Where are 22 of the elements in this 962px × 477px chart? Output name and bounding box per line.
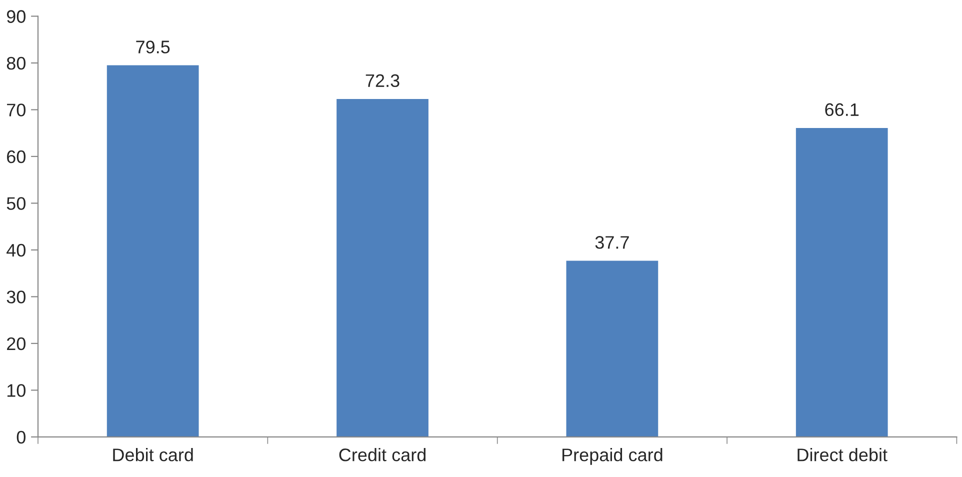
y-tick-label: 0 (16, 430, 26, 444)
bar (796, 128, 888, 437)
x-tick-label: Credit card (339, 448, 426, 462)
data-label: 79.5 (136, 40, 170, 54)
x-tick-label: Direct debit (798, 448, 888, 462)
x-tick-label: Debit card (113, 448, 193, 462)
y-tick-label: 70 (7, 104, 26, 116)
y-tick-label: 30 (6, 290, 26, 304)
y-tick-label: 50 (6, 197, 26, 210)
y-tick-label: 40 (6, 244, 26, 257)
bar (566, 260, 658, 437)
bar (106, 65, 199, 437)
bar (336, 98, 428, 437)
data-label: 72.3 (366, 74, 400, 88)
y-tick-label: 10 (7, 384, 26, 397)
y-tick-label: 80 (6, 56, 26, 70)
data-label: 66.1 (825, 103, 859, 116)
x-tick-label: Prepaid card (562, 448, 662, 465)
y-tick-label: 90 (6, 10, 26, 23)
data-label: 37.7 (595, 236, 629, 249)
y-tick-label: 20 (7, 337, 26, 350)
y-tick-label: 60 (7, 150, 26, 164)
